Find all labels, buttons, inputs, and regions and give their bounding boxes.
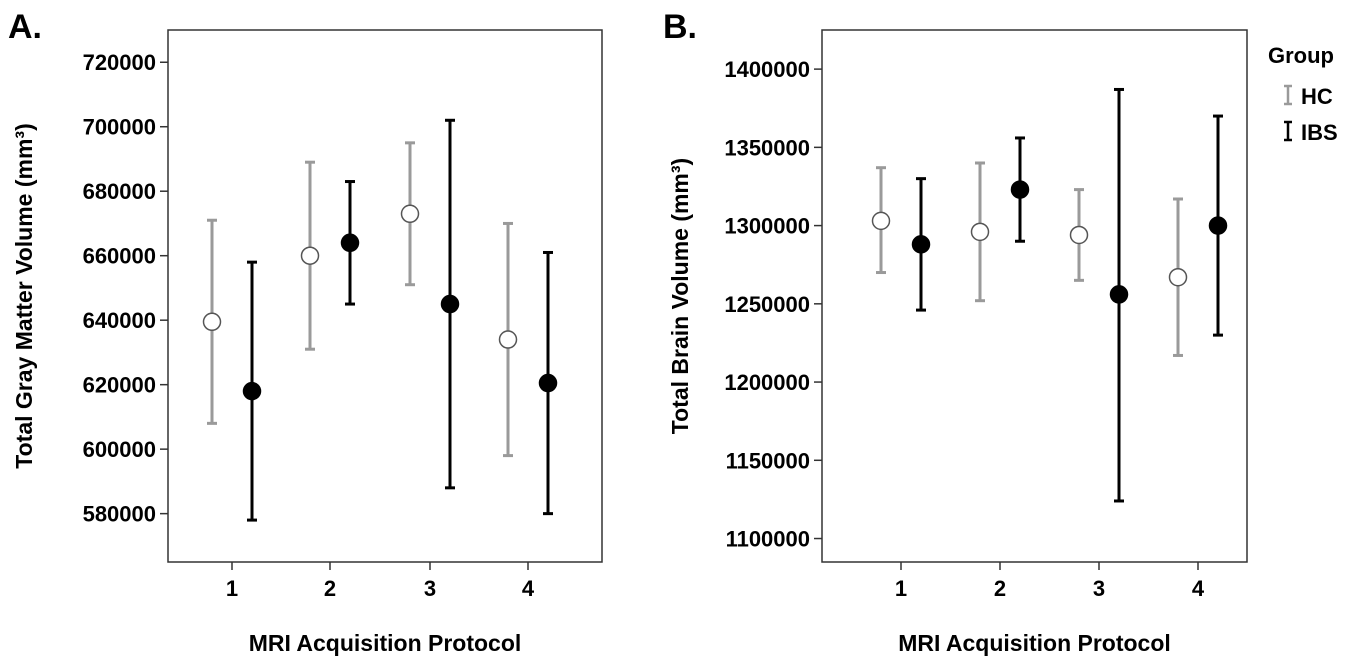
- y-tick-label-b: 1400000: [724, 57, 810, 82]
- point-ibs-b: [911, 235, 931, 254]
- y-axis-title-b: Total Brain Volume (mm³): [667, 158, 693, 434]
- legend-item-hc: HC: [1284, 84, 1333, 109]
- x-tick-label-a: 2: [324, 576, 336, 601]
- y-tick-label-a: 720000: [83, 50, 156, 75]
- legend-hc-label: HC: [1301, 84, 1333, 109]
- point-ibs-a: [340, 233, 360, 253]
- y-tick-label-a: 700000: [83, 115, 156, 140]
- x-axis-title-b: MRI Acquisition Protocol: [898, 630, 1171, 656]
- y-tick-label-b: 1350000: [724, 135, 810, 160]
- point-hc-b: [1069, 225, 1089, 245]
- legend-title: Group: [1268, 43, 1334, 68]
- legend: Group HC IBS: [1268, 43, 1338, 145]
- point-ibs-b: [1109, 285, 1129, 304]
- point-ibs-a: [440, 294, 460, 314]
- point-ibs-b: [1010, 180, 1030, 199]
- y-axis-title-a: Total Gray Matter Volume (mm³): [11, 123, 37, 468]
- x-tick-label-b: 4: [1192, 576, 1205, 601]
- point-ibs-a: [242, 381, 262, 401]
- point-ibs-a: [538, 373, 558, 393]
- point-hc-b: [871, 211, 891, 231]
- x-tick-label-a: 1: [226, 576, 238, 601]
- legend-item-ibs: IBS: [1284, 120, 1338, 145]
- point-ibs-b: [1208, 216, 1228, 235]
- point-hc-a: [400, 204, 420, 224]
- y-tick-label-a: 680000: [83, 179, 156, 204]
- y-tick-label-a: 600000: [83, 437, 156, 462]
- y-tick-label-a: 580000: [83, 502, 156, 527]
- panel-a-label: A.: [8, 8, 42, 46]
- x-tick-label-a: 4: [522, 576, 535, 601]
- panel-b-label: B.: [663, 8, 697, 46]
- plot-frame-b: [821, 29, 1248, 563]
- x-axis-title-a: MRI Acquisition Protocol: [249, 630, 522, 656]
- y-tick-label-b: 1200000: [724, 370, 810, 395]
- y-tick-label-b: 1300000: [724, 214, 810, 239]
- panel-a: 580000 600000 620000 640000 660000 680000 7000…: [11, 29, 603, 656]
- y-tick-label-a: 640000: [83, 308, 156, 333]
- y-tick-label-a: 620000: [83, 373, 156, 398]
- point-hc-a: [300, 246, 320, 265]
- point-hc-b: [970, 222, 990, 242]
- point-hc-a: [498, 330, 518, 349]
- x-tick-label-a: 3: [424, 576, 436, 601]
- y-tick-label-b: 1150000: [726, 448, 810, 473]
- y-tick-label-b: 1100000: [726, 527, 810, 552]
- y-tick-label-b: 1250000: [724, 292, 810, 317]
- legend-ibs-label: IBS: [1301, 120, 1338, 145]
- plot-frame-a: [167, 29, 603, 563]
- panel-b: 1100000 1150000 1200000 1250000 1300000 13500…: [667, 29, 1248, 656]
- x-tick-label-b: 2: [994, 576, 1006, 601]
- y-tick-label-a: 660000: [83, 244, 156, 269]
- point-hc-a: [202, 312, 222, 332]
- x-tick-label-b: 3: [1093, 576, 1105, 601]
- point-hc-b: [1168, 267, 1188, 287]
- x-tick-label-b: 1: [895, 576, 907, 601]
